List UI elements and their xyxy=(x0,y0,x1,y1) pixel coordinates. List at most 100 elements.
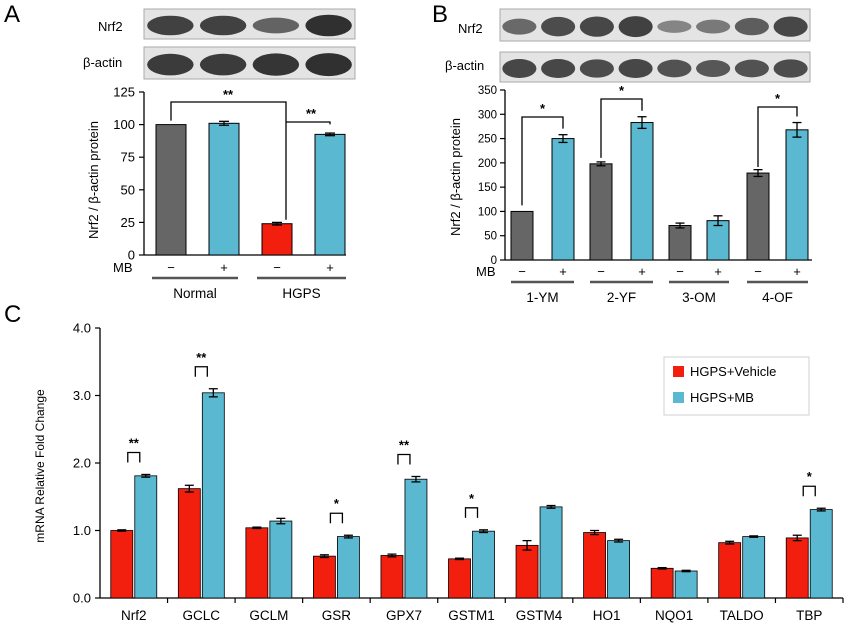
blot-b-actin-band xyxy=(773,59,808,78)
y-axis-title-c: mRNA Relative Fold Change xyxy=(33,389,47,543)
y-tick-label-a: 0 xyxy=(128,248,135,263)
panel-letter-c: C xyxy=(4,301,21,328)
y-tick-label-a: 100 xyxy=(113,117,135,132)
y-tick-label-b: 350 xyxy=(478,85,497,97)
legend-box xyxy=(663,356,810,416)
sig-label-a-1: ** xyxy=(306,106,317,121)
group-label-b: 4-OF xyxy=(762,290,793,305)
blot-b-actin-band xyxy=(502,59,537,78)
bar-b-6 xyxy=(746,172,770,261)
blot-b-nrf2-band xyxy=(618,16,653,38)
bar-c-mb-4 xyxy=(404,478,428,599)
blot-b-nrf2-band xyxy=(541,16,576,37)
sig-bracket-b-2 xyxy=(757,106,798,168)
y-tick-label-b: 50 xyxy=(484,231,497,243)
sig-bracket-c-0 xyxy=(127,451,141,463)
blot-label-a-actin: β-actin xyxy=(83,55,122,70)
bar-a-1 xyxy=(208,122,240,256)
treatment-label-b: − xyxy=(597,264,605,279)
x-tick-label-c: GSR xyxy=(322,608,352,623)
blot-b-nrf2-band xyxy=(502,18,537,35)
sig-bracket-b-0 xyxy=(521,116,564,206)
y-tick-label-b: 100 xyxy=(478,206,497,218)
y-tick-label-b: 0 xyxy=(491,255,497,267)
bar-b-7 xyxy=(785,129,809,261)
treatment-label-a: − xyxy=(167,260,175,275)
chart-c: 0.0 1.0 2.0 3.0 4.0 Nrf2 GCLC GCLM GSR GPX7 GSTM1 G… xyxy=(73,321,844,623)
sig-label-c-0: ** xyxy=(129,435,140,450)
legend-label-vehicle: HGPS+Vehicle xyxy=(690,364,776,379)
y-tick-label-c: 0.0 xyxy=(73,591,91,606)
treatment-label-a: − xyxy=(273,260,281,275)
bar-c-mb-3 xyxy=(337,536,360,599)
sig-label-a-0: ** xyxy=(223,87,234,102)
sig-bracket-c-2 xyxy=(329,512,344,524)
x-tick-label-c: GSTM1 xyxy=(448,608,495,623)
treatment-label-b: − xyxy=(754,264,762,279)
blot-label-b-actin: β-actin xyxy=(445,58,484,73)
bar-c-vehicle-3 xyxy=(313,555,336,599)
x-tick-label-c: GPX7 xyxy=(386,608,422,623)
x-tick-label-c: TBP xyxy=(796,608,822,623)
group-label-b: 2-YF xyxy=(607,290,636,305)
blot-b-nrf2-band xyxy=(734,17,769,36)
y-tick-label-c: 4.0 xyxy=(73,321,91,336)
treatment-label-a: + xyxy=(220,260,228,275)
sig-bracket-c-4 xyxy=(464,507,479,518)
y-tick-label-a: 25 xyxy=(121,215,135,230)
sig-bracket-a-0 xyxy=(170,101,287,220)
bar-b-3 xyxy=(630,122,654,261)
blot-b-nrf2-band xyxy=(579,16,614,37)
blot-b-nrf2-band xyxy=(657,20,692,33)
y-tick-label-a: 50 xyxy=(121,182,135,197)
sig-bracket-c-1 xyxy=(194,366,208,377)
treatment-label-b: + xyxy=(793,264,801,279)
sig-label-b-2: * xyxy=(775,91,781,106)
x-tick-label-c: GSTM4 xyxy=(516,608,563,623)
bar-c-vehicle-6 xyxy=(515,544,539,599)
sig-label-c-4: * xyxy=(469,491,475,506)
group-label-a: HGPS xyxy=(282,286,320,301)
legend-c: HGPS+Vehicle HGPS+MB xyxy=(663,356,810,416)
sig-bracket-a-1 xyxy=(286,121,331,125)
mb-label-b: MB xyxy=(476,264,496,279)
sig-label-c-2: * xyxy=(334,496,340,511)
bar-c-vehicle-5 xyxy=(448,558,471,599)
blot-label-b-nrf2: Nrf2 xyxy=(458,21,483,36)
y-axis-title-b: Nrf2 / β-actin protein xyxy=(448,118,463,236)
bar-c-mb-5 xyxy=(472,530,495,599)
blot-a-nrf2-band xyxy=(305,14,352,37)
x-tick-label-c: TALDO xyxy=(720,608,764,623)
bar-c-vehicle-1 xyxy=(177,488,201,599)
blot-b-actin-band xyxy=(734,59,769,78)
chart-b: 0 50 100 150 200 250 300 350 − + − + − + − +1-YM 2-YF 3-O… xyxy=(478,8,812,305)
x-tick-label-c: NQO1 xyxy=(655,608,693,623)
y-axis-title-a: Nrf2 / β-actin protein xyxy=(86,121,101,239)
y-tick-label-b: 250 xyxy=(478,134,497,146)
bar-c-mb-9 xyxy=(742,536,766,599)
bar-c-mb-0 xyxy=(134,475,158,599)
blot-a-nrf2-band xyxy=(252,17,300,34)
bar-a-0 xyxy=(155,124,187,256)
panel-letter-b: B xyxy=(432,1,448,28)
treatment-label-a: + xyxy=(326,260,334,275)
bar-b-1 xyxy=(551,138,575,261)
treatment-label-b: + xyxy=(559,264,567,279)
bar-c-mb-8 xyxy=(674,570,698,599)
x-tick-label-c: GCLM xyxy=(249,608,288,623)
treatment-label-b: + xyxy=(638,264,646,279)
y-tick-label-b: 300 xyxy=(478,109,497,121)
blot-b-actin-band xyxy=(541,59,576,78)
panel-letter-a: A xyxy=(4,1,20,28)
blot-a-actin-band xyxy=(199,53,247,76)
sig-bracket-b-1 xyxy=(600,98,643,158)
treatment-label-b: − xyxy=(518,264,526,279)
bar-b-2 xyxy=(589,163,613,261)
sig-label-b-0: * xyxy=(540,101,546,116)
sig-label-c-1: ** xyxy=(196,350,207,365)
bar-c-vehicle-10 xyxy=(785,537,809,599)
bar-c-mb-6 xyxy=(539,506,563,599)
sig-label-c-3: ** xyxy=(399,438,410,453)
